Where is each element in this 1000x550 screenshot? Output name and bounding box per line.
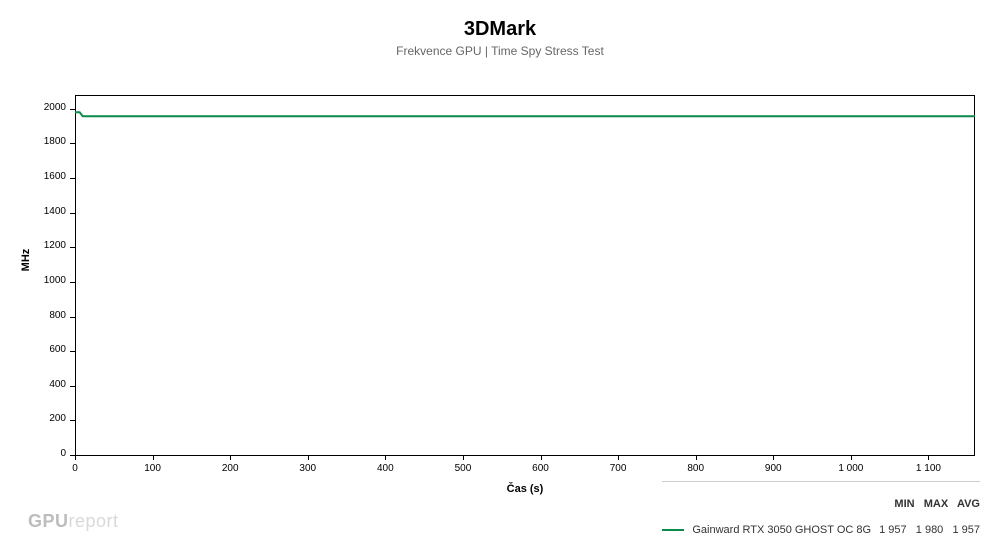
legend-header-min: MIN <box>894 498 914 510</box>
legend-rows: Gainward RTX 3050 GHOST OC 8G 1 957 1 980… <box>662 524 980 536</box>
x-tick-label: 100 <box>123 463 183 474</box>
legend-series-values: 1 957 1 980 1 957 <box>879 524 980 536</box>
legend-series-label: Gainward RTX 3050 GHOST OC 8G <box>692 524 871 536</box>
y-tick <box>70 178 75 179</box>
plot-frame <box>75 95 975 455</box>
chart-container: 3DMark Frekvence GPU | Time Spy Stress T… <box>0 0 1000 550</box>
chart-subtitle: Frekvence GPU | Time Spy Stress Test <box>0 44 1000 58</box>
watermark-bold: GPU <box>28 511 69 531</box>
x-tick <box>928 455 929 460</box>
legend-swatch <box>662 529 684 531</box>
y-tick-label: 400 <box>0 379 66 390</box>
x-tick <box>618 455 619 460</box>
y-tick-label: 1400 <box>0 206 66 217</box>
y-tick <box>70 143 75 144</box>
y-tick <box>70 386 75 387</box>
x-tick <box>773 455 774 460</box>
y-tick <box>70 109 75 110</box>
y-axis-line <box>75 95 76 455</box>
y-tick-label: 1200 <box>0 240 66 251</box>
x-tick <box>696 455 697 460</box>
x-tick-label: 200 <box>200 463 260 474</box>
x-tick-label: 400 <box>355 463 415 474</box>
x-tick <box>153 455 154 460</box>
x-tick <box>230 455 231 460</box>
legend-row: Gainward RTX 3050 GHOST OC 8G 1 957 1 980… <box>662 524 980 536</box>
x-tick-label: 600 <box>511 463 571 474</box>
watermark-light: report <box>69 511 119 531</box>
x-tick <box>851 455 852 460</box>
x-tick-label: 0 <box>45 463 105 474</box>
y-tick <box>70 351 75 352</box>
legend-divider <box>662 481 980 482</box>
x-tick-label: 900 <box>743 463 803 474</box>
x-tick-label: 700 <box>588 463 648 474</box>
y-tick-label: 200 <box>0 413 66 424</box>
x-tick <box>385 455 386 460</box>
chart-title: 3DMark <box>0 18 1000 41</box>
y-tick <box>70 213 75 214</box>
y-tick-label: 0 <box>0 448 66 459</box>
watermark: GPUreport <box>28 511 119 532</box>
y-tick <box>70 317 75 318</box>
x-tick <box>308 455 309 460</box>
y-tick-label: 800 <box>0 310 66 321</box>
y-tick-label: 1000 <box>0 275 66 286</box>
y-tick <box>70 282 75 283</box>
x-tick <box>541 455 542 460</box>
y-tick-label: 1800 <box>0 136 66 147</box>
y-tick-label: 600 <box>0 344 66 355</box>
y-tick <box>70 247 75 248</box>
x-tick <box>75 455 76 460</box>
x-tick-label: 1 100 <box>898 463 958 474</box>
legend: MIN MAX AVG Gainward RTX 3050 GHOST OC 8… <box>662 481 980 536</box>
y-tick <box>70 420 75 421</box>
y-tick-label: 1600 <box>0 171 66 182</box>
legend-header-avg: AVG <box>957 498 980 510</box>
x-tick <box>463 455 464 460</box>
x-tick-label: 300 <box>278 463 338 474</box>
y-tick-label: 2000 <box>0 102 66 113</box>
x-tick-label: 800 <box>666 463 726 474</box>
x-tick-label: 1 000 <box>821 463 881 474</box>
x-axis-line <box>75 455 975 456</box>
legend-header: MIN MAX AVG <box>662 486 980 522</box>
x-tick-label: 500 <box>433 463 493 474</box>
legend-header-max: MAX <box>924 498 948 510</box>
